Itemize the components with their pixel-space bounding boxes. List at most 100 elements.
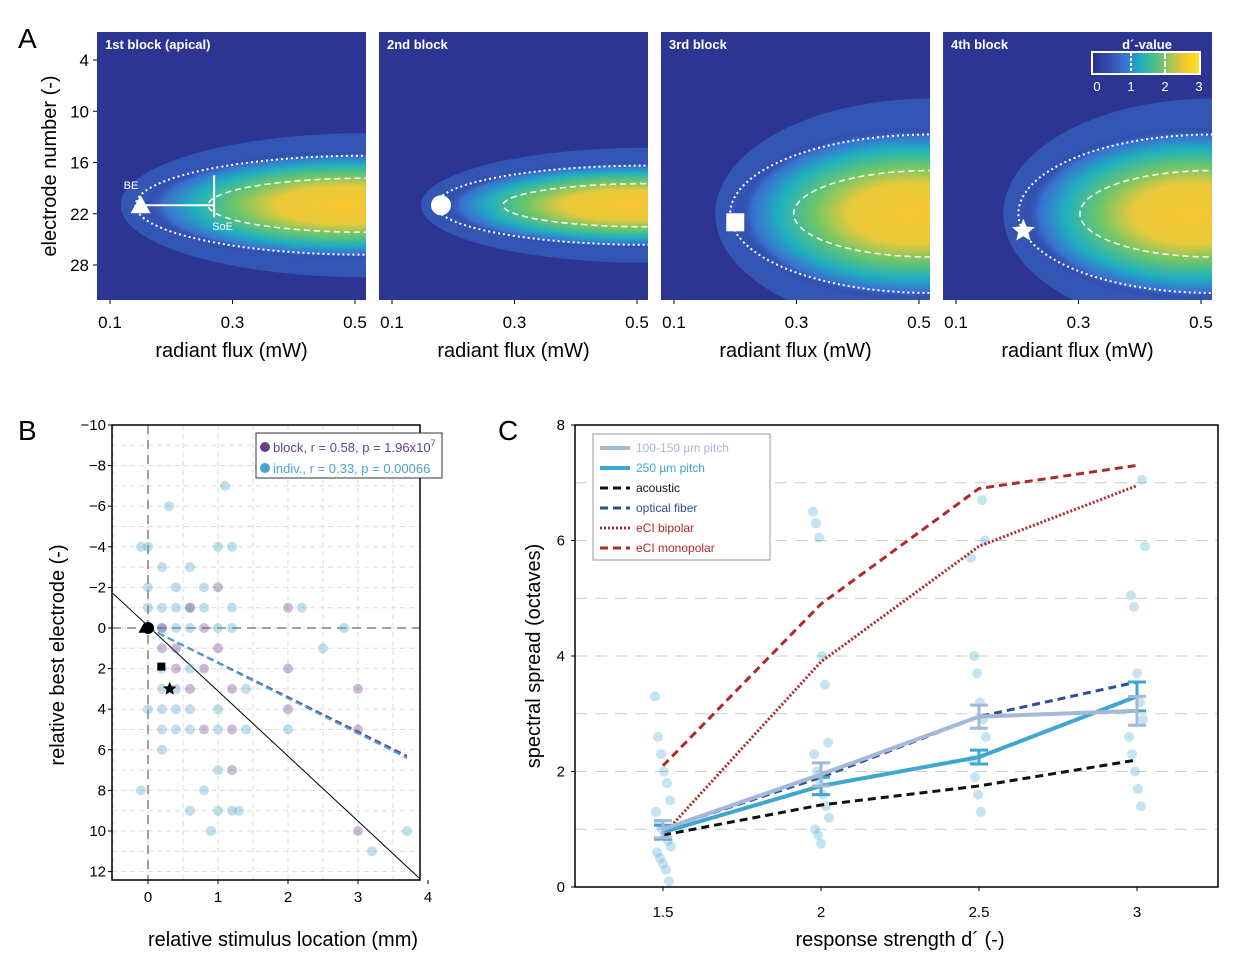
scatter-point <box>157 683 167 694</box>
scatter-point <box>213 724 223 735</box>
x-tick-label: 0.5 <box>907 313 931 332</box>
reference-line <box>112 593 420 880</box>
series-line <box>662 680 1138 831</box>
scatter-point <box>402 826 412 836</box>
y-tick-label: 8 <box>557 417 565 434</box>
legend: 100-150 µm pitch 250 µm pitch acoustic opti… <box>592 433 771 561</box>
y-tick-label: −8 <box>89 458 106 475</box>
scatter-point <box>227 805 237 816</box>
heatmap-hotspot <box>734 127 930 300</box>
x-axis-label: radiant flux (mW) <box>155 340 307 362</box>
y-tick-label: −2 <box>89 579 106 596</box>
heatmap-hotspot <box>143 151 366 260</box>
scatter-point <box>199 785 209 796</box>
scatter-point <box>213 541 223 552</box>
scatter-point <box>651 806 661 817</box>
legend-label: acoustic <box>636 481 680 495</box>
scatter-point <box>969 651 979 661</box>
scatter-point <box>1124 731 1134 742</box>
scatter-point <box>164 501 174 512</box>
x-tick-label: 0.5 <box>343 313 367 332</box>
scatter-point <box>157 602 167 613</box>
star-marker <box>162 681 177 695</box>
scatter-point <box>157 623 167 633</box>
scatter-point <box>810 824 820 835</box>
scatter-point <box>658 858 668 869</box>
scatter-point <box>157 704 167 715</box>
x-axis-label: response strength d´ (-) <box>796 929 1005 951</box>
scatter-point <box>1132 668 1142 679</box>
block-title: 1st block (apical) <box>105 37 210 52</box>
scatter-point <box>976 806 986 817</box>
scatter-point <box>823 737 833 748</box>
scatter-point <box>157 562 167 573</box>
scatter-point <box>185 724 195 735</box>
x-tick-label: 3 <box>1133 904 1141 921</box>
scatter-point <box>977 495 987 506</box>
heatmap-block-2: 2nd block 0.1 0.3 0.5 radiant flux (mW) <box>379 32 649 362</box>
scatter-point <box>980 535 990 546</box>
scatter-point <box>199 724 209 735</box>
scatter-point <box>665 795 675 806</box>
scatter-point <box>664 876 674 887</box>
scatter-point <box>970 772 980 783</box>
series-line <box>661 484 1138 837</box>
y-tick-label: 16 <box>70 154 89 173</box>
scatter-point <box>972 668 982 679</box>
legend-box <box>255 432 443 479</box>
x-tick-label: 0.3 <box>785 313 809 332</box>
x-axis-label: radiant flux (mW) <box>1001 340 1153 362</box>
square-marker <box>726 213 745 232</box>
x-tick-label: 2.5 <box>969 904 990 921</box>
scatter-point <box>662 778 672 789</box>
scatter-point <box>143 704 153 715</box>
legend-swatch <box>260 463 270 473</box>
square-marker <box>157 662 166 671</box>
x-tick-label: 0.1 <box>662 313 686 332</box>
scatter-point <box>213 805 223 816</box>
scatter-point <box>185 602 195 613</box>
fit-line <box>147 627 408 759</box>
x-tick-label: 0.1 <box>98 313 122 332</box>
scatter-point <box>171 602 181 613</box>
heatmap-area <box>661 32 930 300</box>
legend-swatch <box>260 442 270 452</box>
series-line <box>662 708 1138 832</box>
x-tick-label: 1 <box>214 889 222 906</box>
y-tick-label: 4 <box>557 648 565 665</box>
scatter-point <box>241 724 251 735</box>
scatter-point <box>318 643 328 654</box>
scatter-point <box>817 651 827 661</box>
scatter-point <box>143 541 153 552</box>
scatter-point <box>814 532 824 543</box>
x-tick-label: 0.3 <box>503 313 527 332</box>
scatter-point <box>227 765 237 776</box>
y-tick-label: 2 <box>557 764 565 781</box>
scatter-point <box>157 643 167 654</box>
scatter-point <box>171 623 181 633</box>
scatter-point <box>981 731 991 742</box>
scatter-point <box>813 830 823 841</box>
scatter-point <box>143 602 153 613</box>
scatter-point <box>171 683 181 694</box>
colorbar-tick-label: 2 <box>1161 79 1168 94</box>
scatter-point <box>171 704 181 715</box>
x-axis-label: radiant flux (mW) <box>437 340 589 362</box>
scatter-point <box>227 541 237 552</box>
scatter-point <box>199 582 209 593</box>
legend-box <box>592 433 771 561</box>
scatter-point <box>1136 801 1146 812</box>
scatter-point <box>650 691 660 702</box>
circle-marker <box>431 195 451 216</box>
legend: block, r = 0.58, p = 1.96x107 indiv., r =… <box>255 432 443 479</box>
scatter-point <box>1130 766 1140 777</box>
scatter-point <box>659 766 669 777</box>
x-tick-label: 1.5 <box>653 904 674 921</box>
x-tick-label: 0.5 <box>625 313 649 332</box>
y-axis-label: electrode number (-) <box>39 75 61 256</box>
y-tick-label: 2 <box>98 661 106 678</box>
colorbar-tick-label: 1 <box>1127 79 1134 94</box>
scatter-point <box>157 744 167 755</box>
